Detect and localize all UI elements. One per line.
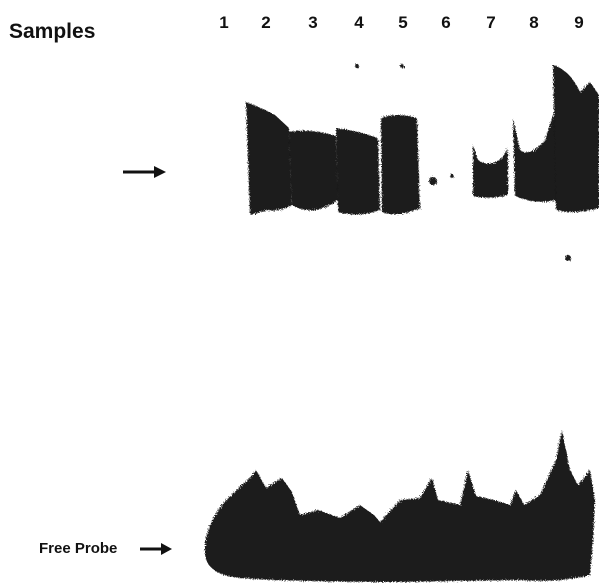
- lane-number-1: 1: [219, 13, 229, 32]
- band-lane-5: [381, 115, 420, 215]
- speck-lane-6a: [429, 177, 437, 185]
- shifted-band-arrow-icon: [123, 166, 166, 178]
- band-lane-3: [289, 130, 338, 211]
- band-lane-2: [246, 102, 292, 215]
- dot-lane-5: [400, 64, 404, 68]
- band-lane-7: [473, 145, 508, 198]
- lane-number-6: 6: [441, 13, 451, 32]
- free-probe-label: Free Probe: [39, 540, 118, 557]
- band-lane-9: [553, 65, 599, 213]
- speck-lane-9: [565, 255, 571, 261]
- speck-lane-6b: [450, 174, 454, 178]
- lane-number-9: 9: [574, 13, 584, 32]
- samples-label: Samples: [9, 20, 96, 43]
- lane-number-2: 2: [261, 13, 271, 32]
- lane-number-7: 7: [486, 13, 496, 32]
- band-lane-8: [513, 110, 558, 202]
- shifted-bands: [246, 64, 599, 261]
- lane-number-3: 3: [308, 13, 318, 32]
- lane-number-4: 4: [354, 13, 364, 32]
- lane-number-5: 5: [398, 13, 408, 32]
- free-probe-band: [204, 430, 596, 582]
- dot-lane-4: [355, 64, 359, 68]
- lane-number-8: 8: [529, 13, 539, 32]
- free-probe-arrow-icon: [140, 543, 172, 555]
- band-lane-4: [336, 128, 380, 215]
